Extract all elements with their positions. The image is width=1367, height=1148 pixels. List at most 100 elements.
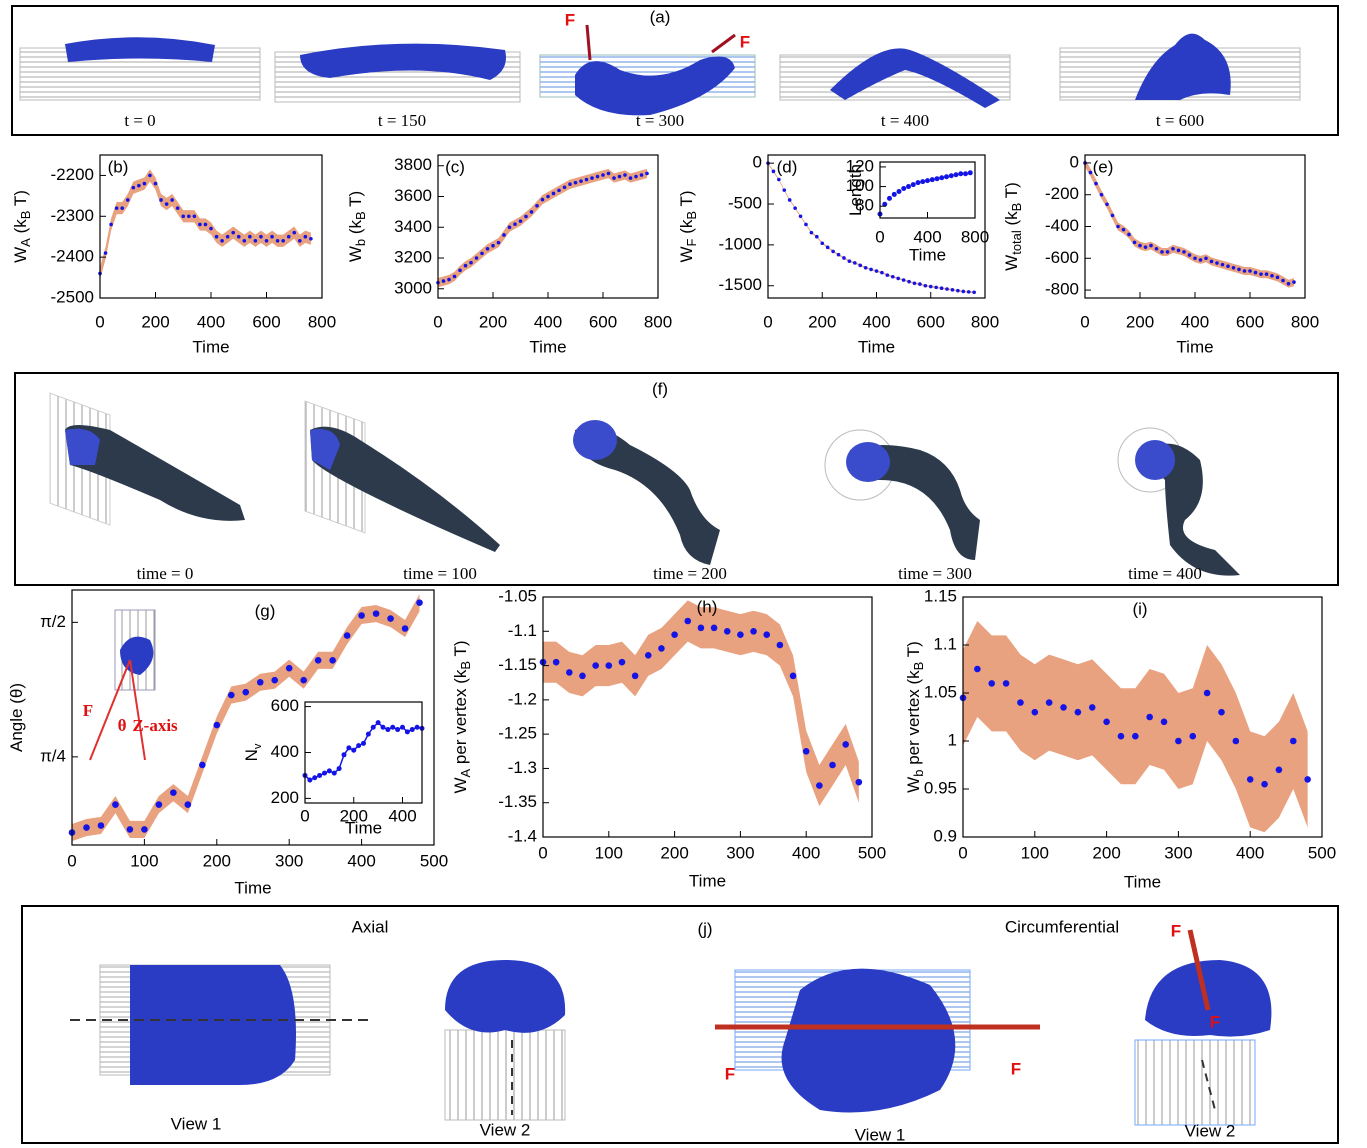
x-axis-label: Time	[345, 818, 382, 837]
blob	[65, 37, 215, 62]
data-point	[924, 284, 928, 288]
data-point	[361, 741, 366, 746]
data-point	[568, 182, 572, 186]
data-point	[1003, 680, 1010, 687]
y-axis-label: Wb (kB T)	[346, 191, 368, 262]
y-tick-label: -1.2	[508, 689, 537, 708]
y-tick-label: 0	[753, 153, 762, 172]
data-point	[887, 196, 892, 201]
y-axis-label-part: per vertex (k	[451, 669, 470, 769]
data-point	[1210, 260, 1214, 264]
data-point	[265, 239, 269, 243]
data-point	[954, 172, 959, 177]
data-point	[346, 745, 351, 750]
data-point	[592, 662, 599, 669]
data-point	[287, 235, 291, 239]
caption: t = 400	[881, 111, 929, 130]
error-band	[543, 600, 859, 806]
data-point	[243, 239, 247, 243]
data-point	[315, 657, 322, 664]
cylinder	[1135, 1040, 1255, 1125]
data-point	[724, 628, 731, 635]
heading: Axial	[352, 917, 389, 936]
data-point	[902, 278, 906, 282]
data-point	[410, 727, 415, 732]
data-point	[574, 181, 578, 185]
force-label: F	[1210, 1012, 1220, 1031]
illustration	[70, 930, 1271, 1125]
data-point	[317, 773, 322, 778]
cylinder	[445, 1030, 565, 1120]
data-point	[1155, 247, 1159, 251]
y-axis-label: WA (kB T)	[11, 190, 33, 263]
x-tick-label: 400	[862, 312, 890, 331]
caption: time = 0	[137, 564, 194, 583]
data-point	[1204, 256, 1208, 260]
data-point	[590, 176, 594, 180]
data-point	[658, 645, 665, 652]
data-point	[1075, 709, 1082, 716]
force-arrow	[90, 660, 130, 760]
y-axis-label-part: N	[242, 749, 261, 761]
data-point	[1089, 704, 1096, 711]
data-point	[607, 172, 611, 176]
data-point	[1199, 258, 1203, 262]
y-axis-label-part: v	[252, 743, 264, 749]
data-point	[772, 170, 776, 174]
data-point	[187, 214, 191, 218]
y-axis-label-part: W	[677, 246, 696, 262]
y-axis-label-part: T)	[11, 190, 30, 210]
force-label: F	[1011, 1059, 1021, 1078]
data-point	[913, 281, 917, 285]
data-point	[930, 177, 935, 182]
data-point	[132, 186, 136, 190]
data-point	[127, 826, 134, 833]
data-point	[1193, 256, 1197, 260]
caption: time = 400	[1128, 564, 1202, 583]
data-point	[837, 253, 841, 257]
data-point	[629, 176, 633, 180]
data-point	[312, 775, 317, 780]
data-point	[831, 250, 835, 254]
data-point	[83, 824, 90, 831]
data-point	[566, 669, 573, 676]
y-axis-label: Nv	[242, 743, 263, 761]
data-point	[829, 762, 836, 769]
force-label: F	[740, 32, 750, 51]
data-point	[143, 182, 147, 186]
data-point	[300, 677, 307, 684]
data-point	[1218, 709, 1225, 716]
y-axis-label-part: (k	[1002, 211, 1021, 230]
y-axis-label-part: b	[911, 770, 926, 777]
data-point	[170, 789, 177, 796]
x-axis-label: Time	[1176, 337, 1213, 356]
data-point	[1221, 263, 1225, 267]
x-tick-label: 0	[300, 806, 309, 825]
data-point	[416, 599, 423, 606]
data-point	[199, 762, 206, 769]
data-point	[945, 287, 949, 291]
data-point	[1304, 776, 1311, 783]
y-axis-label-part: T)	[677, 190, 696, 210]
panel-label: (b)	[108, 157, 129, 176]
x-tick-label: 300	[275, 851, 303, 870]
data-point	[502, 233, 506, 237]
view-label: View 1	[855, 1125, 906, 1144]
data-point	[1138, 244, 1142, 248]
data-point	[956, 289, 960, 293]
data-point	[585, 178, 589, 182]
data-point	[141, 826, 148, 833]
x-tick-label: 400	[1236, 843, 1264, 862]
data-point	[148, 174, 152, 178]
y-tick-label: -1500	[719, 275, 762, 294]
heading: Circumferential	[1005, 917, 1119, 936]
data-point	[612, 176, 616, 180]
x-tick-label: 800	[971, 312, 999, 331]
data-point	[1166, 250, 1170, 254]
y-axis-label-part: B	[1009, 203, 1024, 212]
data-point	[737, 631, 744, 638]
x-tick-label: 0	[95, 312, 104, 331]
data-point	[126, 198, 130, 202]
y-tick-label: -1.15	[498, 655, 537, 674]
x-tick-label: 600	[1236, 312, 1264, 331]
